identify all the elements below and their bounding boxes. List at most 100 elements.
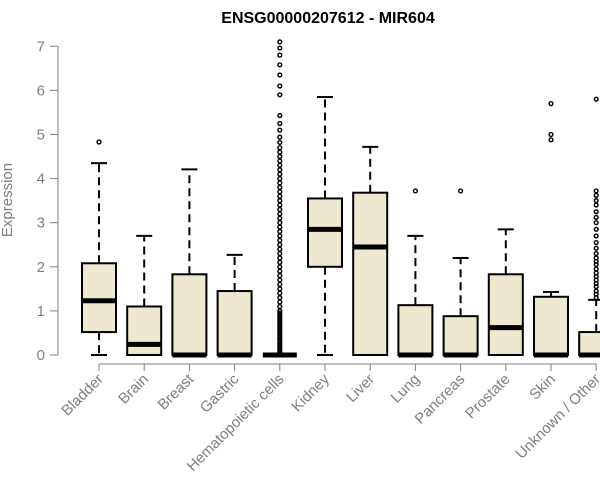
x-tick-label: Liver <box>343 371 378 406</box>
outlier-point <box>277 52 283 58</box>
outlier-point <box>277 198 283 204</box>
box-group <box>307 96 343 356</box>
outlier-point <box>277 259 283 265</box>
outlier-point <box>548 101 554 107</box>
box <box>307 197 343 268</box>
outlier-point <box>277 246 283 252</box>
outlier-point <box>277 193 283 199</box>
outlier-point <box>277 189 283 195</box>
outlier-point <box>277 176 283 182</box>
outlier-point <box>277 127 283 133</box>
outlier-point <box>593 233 599 239</box>
outlier-point <box>277 120 283 127</box>
y-tick-label: 6 <box>37 82 45 99</box>
x-tick-label: Skin <box>526 371 559 404</box>
box-group <box>171 168 208 358</box>
outlier-point <box>593 198 599 204</box>
box-group <box>487 228 524 356</box>
outlier-point <box>548 137 554 143</box>
box <box>126 305 163 356</box>
y-axis-label: Expression <box>0 163 16 237</box>
outlier-point <box>277 303 283 310</box>
box-group <box>578 96 600 358</box>
outlier-point <box>593 226 599 232</box>
outlier-point <box>277 228 283 235</box>
outlier-point <box>277 202 283 208</box>
y-axis: 0 1 2 3 4 5 6 7 <box>37 38 59 364</box>
box-group <box>397 188 434 358</box>
outlier-point <box>593 188 599 194</box>
outlier-point <box>593 209 599 215</box>
y-tick-label: 1 <box>37 303 45 320</box>
y-tick-label: 5 <box>37 127 45 144</box>
box-group <box>126 234 163 356</box>
outlier-point <box>277 242 283 248</box>
outlier-point <box>277 255 283 261</box>
outlier-point <box>277 290 283 296</box>
box <box>81 262 117 334</box>
outlier-point <box>277 72 283 78</box>
outlier-point <box>277 211 283 217</box>
outlier-point <box>593 284 599 290</box>
box <box>171 273 208 356</box>
box-group <box>262 39 297 358</box>
box <box>397 304 434 356</box>
outlier-point <box>277 295 283 301</box>
outlier-point <box>277 149 283 155</box>
outlier-point <box>277 184 283 191</box>
y-tick-label: 4 <box>37 171 45 188</box>
outlier-point <box>277 224 283 230</box>
outlier-point <box>593 291 599 297</box>
outlier-point <box>277 233 283 239</box>
x-tick-label: Prostate <box>462 371 514 423</box>
outlier-point <box>277 273 283 279</box>
outlier-point <box>277 215 283 221</box>
x-tick-label: Bladder <box>58 371 107 420</box>
outlier-point <box>277 171 283 177</box>
outlier-point <box>593 214 599 221</box>
y-tick-label: 2 <box>37 259 45 276</box>
x-tick-label: Kidney <box>288 370 333 415</box>
outlier-point <box>593 250 599 257</box>
outlier-point <box>593 220 599 226</box>
box-group <box>533 101 569 358</box>
box <box>487 273 524 356</box>
outlier-point <box>593 255 599 261</box>
x-tick-label: Brain <box>115 371 152 408</box>
box-group <box>442 188 479 358</box>
outlier-point <box>277 134 283 140</box>
box <box>442 315 479 356</box>
outlier-point <box>458 188 464 194</box>
outlier-point <box>593 266 599 272</box>
box-group <box>216 253 253 358</box>
outlier-point <box>593 239 599 246</box>
outlier-point <box>593 245 599 251</box>
outlier-point <box>277 153 283 160</box>
outlier-point <box>277 180 283 186</box>
outlier-point <box>277 158 283 164</box>
box <box>578 331 600 356</box>
outlier-point <box>593 288 599 294</box>
y-tick-label: 0 <box>37 347 45 364</box>
outlier-point <box>277 310 283 316</box>
box-group <box>81 139 117 356</box>
chart-title: ENSG00000207612 - MIR604 <box>221 10 435 27</box>
outlier-point <box>277 39 283 45</box>
outlier-point <box>593 202 599 208</box>
outlier-point <box>548 131 554 138</box>
outlier-point <box>96 139 102 145</box>
outlier-point <box>277 92 283 98</box>
outlier-point <box>277 250 283 257</box>
y-tick-label: 3 <box>37 215 45 232</box>
outlier-point <box>277 277 283 283</box>
outlier-point <box>593 270 599 276</box>
outlier-point <box>277 237 283 243</box>
outlier-point <box>277 167 283 173</box>
box <box>216 290 253 356</box>
y-tick-label: 7 <box>37 38 45 55</box>
outlier-point <box>277 220 283 226</box>
outlier-point <box>593 261 599 268</box>
outlier-point <box>277 206 283 213</box>
